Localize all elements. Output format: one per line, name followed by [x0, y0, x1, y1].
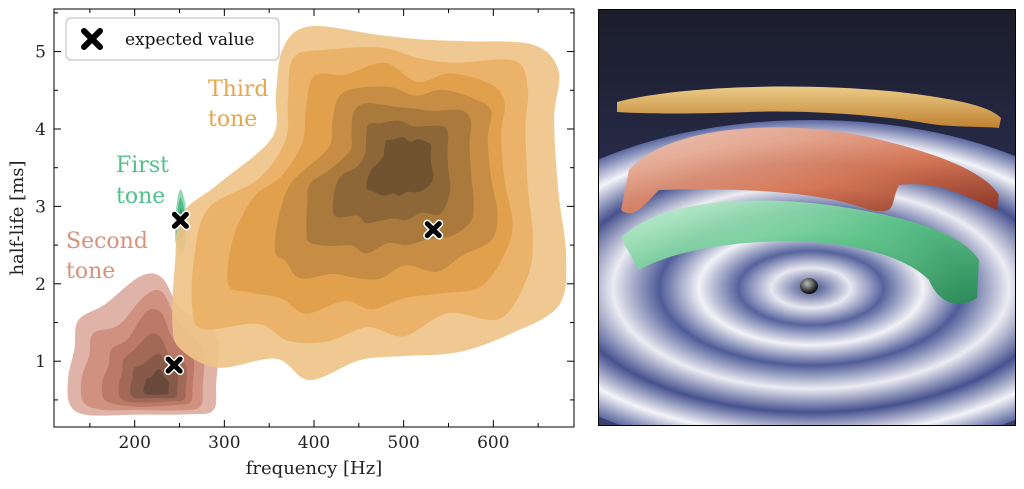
annotation-first-tone: First tone: [116, 153, 169, 209]
expected-value-marker: [170, 210, 191, 231]
y-tick-label: 5: [35, 43, 46, 63]
x-tick-label: 200: [118, 433, 150, 453]
ringdown-3d-rendering: [598, 9, 1016, 426]
contour-level: [143, 369, 169, 395]
expected-value-marker: [423, 219, 444, 240]
annotation-first-line1: First: [116, 153, 169, 178]
y-tick-label: 1: [35, 352, 46, 372]
rendering-image: [599, 10, 1015, 425]
green-surface: [621, 200, 979, 304]
y-axis-label: half-life [ms]: [7, 160, 28, 275]
legend: expected value: [65, 17, 280, 61]
annotation-third-tone: Third tone: [208, 77, 268, 132]
legend-label: expected value: [125, 30, 254, 50]
density-contours: [67, 26, 567, 416]
gold-surface: [617, 86, 1001, 128]
contour-level: [366, 137, 434, 196]
annotation-second-line2: tone: [66, 259, 115, 284]
x-tick-label: 300: [208, 433, 240, 453]
x-axis-label: frequency [Hz]: [246, 458, 382, 479]
x-tick-label: 500: [387, 433, 419, 453]
x-tick-label: 400: [298, 433, 330, 453]
annotation-third-line2: tone: [208, 107, 257, 132]
expected-value-markers: [164, 210, 444, 376]
black-hole: [800, 278, 818, 294]
y-tick-label: 3: [35, 197, 46, 217]
ripple-surface: [599, 120, 1015, 425]
legend-box: [65, 17, 280, 61]
legend-marker-icon: [81, 28, 103, 50]
annotation-second-line1: Second: [66, 229, 148, 254]
y-tick-label: 2: [35, 275, 46, 295]
annotation-first-line2: tone: [116, 184, 165, 209]
contour-third-tone: [172, 26, 567, 381]
y-tick-label: 4: [35, 120, 46, 140]
x-tick-label: 600: [477, 433, 509, 453]
annotation-second-tone: Second tone: [66, 229, 148, 284]
expected-value-marker: [164, 355, 185, 376]
axes: 200 300 400 500 600 1 2 3 4 5: [35, 9, 574, 453]
annotation-third-line1: Third: [208, 77, 268, 102]
salmon-surface: [621, 127, 999, 214]
